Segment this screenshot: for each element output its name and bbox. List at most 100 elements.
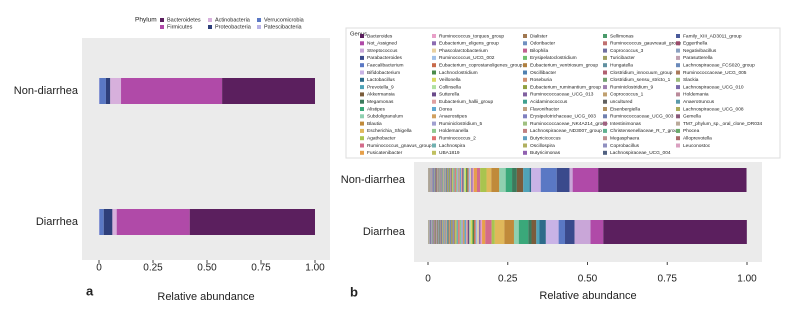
bar-segment	[450, 168, 452, 192]
category-label: Non-diarrhea	[341, 174, 406, 186]
bar-segment	[459, 168, 462, 192]
bar-segment	[472, 220, 475, 244]
bar-segment	[99, 209, 104, 235]
category-label: Diarrhea	[363, 226, 406, 238]
bar-segment	[494, 220, 505, 244]
legend-label: Sellimonas	[610, 33, 634, 39]
legend-label: Eubacterium_eligens_group	[439, 41, 499, 47]
legend-swatch	[523, 48, 527, 53]
legend-label: Prevotella_9	[367, 84, 394, 90]
legend-swatch	[360, 150, 364, 155]
legend-swatch	[432, 70, 436, 75]
bar-segment	[442, 220, 443, 244]
bar-segment	[112, 209, 117, 235]
legend-label: Bacteroidetes	[167, 17, 201, 23]
legend-swatch	[360, 63, 364, 68]
legend-label: Lachnospiraceae_UCG_010	[683, 84, 744, 90]
bar-segment	[447, 220, 449, 244]
legend-label: Oscillospira	[530, 143, 555, 149]
legend-label: Not_Assigned	[367, 41, 397, 47]
legend-swatch	[603, 85, 607, 90]
legend-swatch	[432, 121, 436, 126]
bar-segment	[451, 220, 453, 244]
legend-swatch	[523, 41, 527, 46]
x-tick-label: 0.25	[143, 263, 163, 274]
bar-segment	[569, 168, 573, 192]
bar-segment	[536, 220, 540, 244]
bar-segment	[523, 168, 530, 192]
legend-swatch	[432, 107, 436, 111]
legend-label: Veillonella	[439, 77, 461, 83]
bar-segment	[531, 168, 541, 192]
bar-segment	[574, 220, 591, 244]
legend-swatch	[432, 114, 436, 119]
legend-swatch	[523, 63, 527, 68]
legend-swatch	[523, 99, 527, 104]
legend-swatch	[432, 143, 436, 148]
legend-swatch	[603, 34, 607, 38]
legend-label: Verrucomicrobia	[264, 17, 305, 23]
legend-title: Genus	[350, 32, 367, 38]
legend-label: Megasphaera	[610, 135, 640, 141]
bar-segment	[433, 220, 434, 244]
legend-swatch	[432, 63, 436, 68]
legend-label: Christensenellaceae_R_7_group	[610, 128, 680, 134]
bar-segment	[445, 220, 447, 244]
bar-segment	[529, 168, 532, 192]
bar-segment	[459, 220, 462, 244]
bar-segment	[513, 220, 519, 244]
bar-segment	[539, 220, 546, 244]
bar-segment	[458, 168, 460, 192]
legend-swatch	[160, 25, 164, 29]
bar-segment	[473, 168, 477, 192]
legend-swatch	[432, 150, 436, 155]
bar-segment	[463, 168, 465, 192]
bar-segment	[572, 168, 599, 192]
bar-segment	[512, 168, 517, 192]
bar-segment	[437, 220, 439, 244]
bar-segment	[485, 220, 492, 244]
legend-swatch	[257, 18, 261, 22]
bar-segment	[454, 220, 457, 244]
bar-segment	[480, 220, 483, 244]
bar-segment	[455, 168, 458, 192]
legend-swatch	[360, 136, 364, 141]
bar-segment	[476, 168, 481, 192]
legend-label: Coprobacillus	[610, 143, 640, 149]
bar-segment	[462, 220, 465, 244]
bar-segment	[443, 168, 444, 192]
bar-segment	[448, 168, 450, 192]
bar-segment	[444, 168, 446, 192]
legend-swatch	[676, 114, 680, 119]
legend-label: Lachnospira	[439, 143, 465, 149]
legend-swatch	[432, 55, 436, 60]
bar-segment	[448, 220, 450, 244]
legend-swatch	[603, 150, 607, 155]
legend-label: Ruminococcaceae_UCG_003	[610, 114, 674, 120]
bar-segment	[565, 220, 575, 244]
legend-label: Akkermansia	[367, 92, 395, 98]
bar-segment	[458, 220, 460, 244]
legend-swatch	[603, 136, 607, 141]
panel-label: a	[86, 283, 94, 298]
legend-swatch	[603, 55, 607, 60]
bar-segment	[435, 220, 436, 244]
bar-segment	[545, 220, 559, 244]
legend-label: Oscillibacter	[530, 70, 557, 76]
legend-label: Streptococcus	[367, 48, 398, 54]
legend-label: Leuconostoc	[683, 143, 711, 149]
legend-swatch	[603, 143, 607, 148]
legend-swatch	[257, 25, 261, 29]
legend-label: Clostridium_innocuum_group	[610, 70, 673, 76]
bar-segment	[462, 168, 464, 192]
legend-swatch	[676, 85, 680, 90]
bar-segment	[556, 168, 570, 192]
bar-segment	[464, 220, 467, 244]
legend-label: Clostridium_sensu_stricto_1	[610, 77, 671, 83]
bar-segment	[438, 220, 439, 244]
legend-swatch	[432, 41, 436, 46]
legend-swatch	[523, 85, 527, 90]
legend-label: Faecalibacterium	[367, 62, 404, 68]
legend-label: Firmicutes	[167, 24, 193, 30]
legend-swatch	[603, 107, 607, 111]
